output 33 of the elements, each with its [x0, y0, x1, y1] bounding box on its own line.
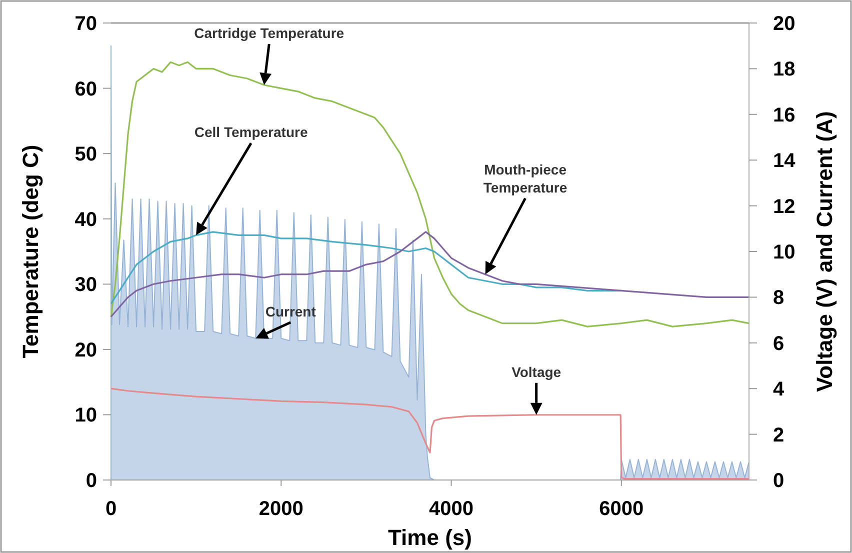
x-tick-label: 2000	[258, 498, 304, 520]
y-axis-title: Temperature (deg C)	[18, 144, 43, 358]
text: Voltage	[512, 364, 562, 380]
y-tick-label: 60	[74, 78, 97, 100]
y-tick-label: 0	[86, 470, 97, 492]
x-axis-title: Time (s)	[388, 525, 472, 550]
x-tick-label: 0	[105, 498, 117, 520]
series-label: Cartridge Temperature	[194, 25, 344, 42]
y2-axis-title: Voltage (V) and Current (A)	[812, 111, 837, 392]
y2-tick-label: 10	[773, 242, 796, 264]
y2-tick-label: 0	[773, 470, 784, 492]
y2-tick-label: 20	[773, 13, 796, 35]
y-tick-label: 30	[74, 274, 97, 296]
y-tick-label: 40	[74, 208, 97, 231]
y-tick-label: 70	[74, 13, 97, 35]
y2-tick-label: 4	[773, 378, 785, 401]
series-label: Current	[265, 303, 316, 320]
y-tick-label: 10	[74, 404, 97, 427]
y2-tick-label: 16	[773, 104, 796, 126]
line-series	[110, 61, 750, 328]
line-series	[110, 231, 750, 318]
y-tick-label: 20	[74, 339, 97, 362]
x-tick-label: 4000	[429, 498, 474, 520]
y2-tick-label: 8	[773, 287, 784, 310]
y2-tick-label: 12	[773, 196, 796, 218]
y-tick-label: 50	[74, 144, 97, 166]
y2-tick-label: 2	[773, 424, 784, 446]
text: Cell Temperature	[194, 124, 308, 140]
y2-tick-label: 14	[773, 150, 796, 172]
y2-tick-label: 18	[773, 58, 796, 81]
y2-tick-label: 6	[773, 332, 784, 355]
x-tick-label: 6000	[599, 498, 644, 520]
text: Mouth-piece Temperature	[483, 161, 568, 196]
